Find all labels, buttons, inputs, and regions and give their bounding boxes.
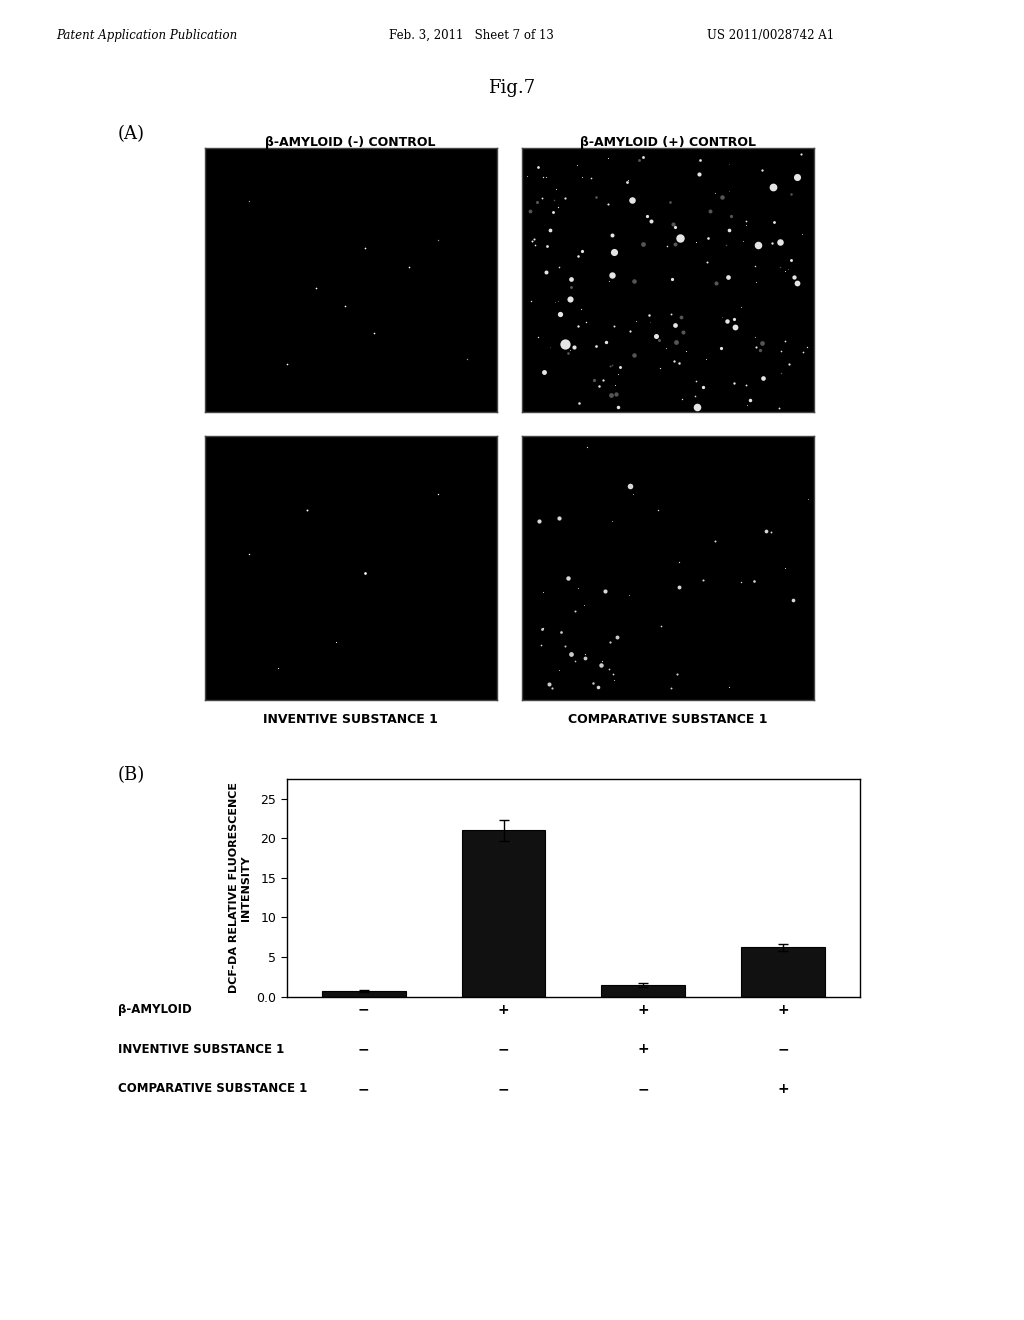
Text: COMPARATIVE SUBSTANCE 1: COMPARATIVE SUBSTANCE 1	[568, 713, 768, 726]
Bar	[601, 985, 685, 997]
Bar	[741, 948, 825, 997]
Bar	[322, 991, 406, 997]
Text: INVENTIVE SUBSTANCE 1: INVENTIVE SUBSTANCE 1	[118, 1043, 284, 1056]
Text: (A): (A)	[118, 125, 144, 144]
Text: β-AMYLOID (-) CONTROL: β-AMYLOID (-) CONTROL	[265, 136, 436, 149]
Text: +: +	[777, 1003, 790, 1016]
Text: +: +	[498, 1003, 509, 1016]
Text: −: −	[638, 1082, 649, 1096]
Text: COMPARATIVE SUBSTANCE 1: COMPARATIVE SUBSTANCE 1	[118, 1082, 307, 1096]
Text: −: −	[498, 1082, 509, 1096]
Y-axis label: DCF-DA RELATIVE FLUORESCENCE
INTENSITY: DCF-DA RELATIVE FLUORESCENCE INTENSITY	[229, 783, 251, 993]
Text: −: −	[357, 1003, 370, 1016]
Text: Fig.7: Fig.7	[488, 79, 536, 98]
Text: +: +	[777, 1082, 790, 1096]
Text: US 2011/0028742 A1: US 2011/0028742 A1	[707, 29, 834, 42]
Text: Patent Application Publication: Patent Application Publication	[56, 29, 238, 42]
Bar	[462, 830, 546, 997]
Text: +: +	[638, 1003, 649, 1016]
Text: +: +	[638, 1043, 649, 1056]
Text: −: −	[777, 1043, 790, 1056]
Text: β-AMYLOID: β-AMYLOID	[118, 1003, 191, 1016]
Text: −: −	[357, 1082, 370, 1096]
Text: −: −	[498, 1043, 509, 1056]
Text: β-AMYLOID (+) CONTROL: β-AMYLOID (+) CONTROL	[581, 136, 756, 149]
Text: INVENTIVE SUBSTANCE 1: INVENTIVE SUBSTANCE 1	[263, 713, 438, 726]
Text: Feb. 3, 2011   Sheet 7 of 13: Feb. 3, 2011 Sheet 7 of 13	[389, 29, 554, 42]
Text: (B): (B)	[118, 766, 145, 784]
Text: −: −	[357, 1043, 370, 1056]
